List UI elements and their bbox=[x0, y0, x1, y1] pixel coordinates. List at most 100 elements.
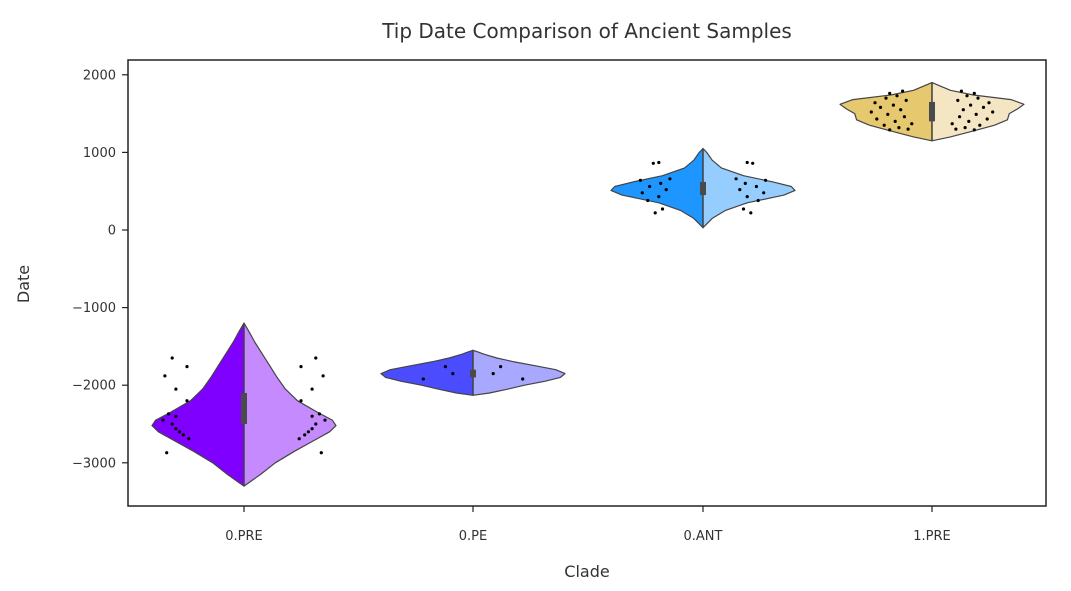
data-point bbox=[657, 195, 661, 199]
data-point bbox=[443, 365, 447, 369]
data-point bbox=[878, 105, 883, 109]
violin-right-half bbox=[702, 147, 796, 229]
data-point bbox=[170, 422, 174, 426]
y-tick-label: 1000 bbox=[83, 146, 116, 161]
y-tick-label: −1000 bbox=[72, 301, 116, 316]
y-axis: 2000 1000 0 −1000 −2000 −3000 bbox=[72, 68, 128, 471]
violin-median bbox=[241, 406, 247, 411]
plot-area bbox=[151, 82, 1025, 487]
data-point bbox=[174, 387, 178, 391]
data-point bbox=[873, 101, 877, 105]
violin-0-ant bbox=[610, 147, 796, 229]
data-point bbox=[978, 123, 982, 127]
violin-median bbox=[929, 108, 935, 113]
violin-right-half bbox=[472, 349, 566, 396]
data-point bbox=[734, 177, 738, 181]
data-point bbox=[869, 110, 873, 114]
data-point bbox=[963, 126, 967, 130]
data-point bbox=[906, 127, 910, 131]
data-point bbox=[297, 437, 301, 441]
data-point bbox=[741, 207, 746, 211]
x-tick-label: 1.PRE bbox=[913, 529, 951, 544]
data-point bbox=[991, 110, 995, 114]
violin-1-pre bbox=[839, 82, 1025, 142]
violin-0-pe bbox=[380, 349, 566, 396]
data-point bbox=[751, 161, 755, 165]
data-point bbox=[651, 161, 655, 165]
data-point bbox=[972, 128, 976, 132]
data-point bbox=[967, 119, 971, 123]
data-point bbox=[668, 177, 672, 181]
data-point bbox=[902, 115, 907, 119]
data-point bbox=[985, 117, 989, 121]
x-tick-label: 0.PE bbox=[459, 529, 487, 544]
data-point bbox=[185, 365, 189, 369]
x-tick-label: 0.ANT bbox=[684, 529, 723, 544]
data-point bbox=[178, 430, 182, 434]
data-point bbox=[958, 115, 962, 119]
data-point bbox=[299, 399, 303, 403]
data-point bbox=[314, 356, 318, 360]
data-point bbox=[893, 119, 897, 123]
violin-right-half bbox=[243, 322, 337, 487]
violin-left-half bbox=[380, 349, 474, 396]
data-point bbox=[961, 108, 965, 112]
violin-left-half bbox=[839, 82, 933, 142]
data-point bbox=[323, 418, 327, 422]
data-point bbox=[895, 94, 899, 98]
data-point bbox=[743, 181, 747, 185]
data-point bbox=[886, 112, 890, 116]
data-point bbox=[167, 412, 171, 416]
y-tick-label: −2000 bbox=[72, 379, 116, 394]
data-point bbox=[664, 188, 668, 192]
data-point bbox=[646, 198, 650, 203]
data-point bbox=[165, 451, 169, 455]
violin-left-half bbox=[151, 322, 245, 487]
plot-frame bbox=[127, 59, 1047, 507]
data-point bbox=[451, 372, 455, 376]
data-point bbox=[899, 108, 903, 112]
data-point bbox=[875, 117, 879, 121]
data-point bbox=[965, 94, 969, 98]
y-tick-label: 0 bbox=[108, 224, 116, 239]
data-point bbox=[657, 160, 661, 165]
data-point bbox=[660, 207, 665, 211]
data-point bbox=[659, 181, 663, 185]
data-point bbox=[640, 191, 644, 195]
data-point bbox=[897, 126, 901, 130]
data-point bbox=[317, 412, 321, 416]
data-point bbox=[170, 356, 174, 360]
data-point bbox=[314, 422, 318, 426]
data-point bbox=[888, 91, 892, 95]
data-point bbox=[884, 96, 888, 100]
violin-median bbox=[700, 184, 706, 189]
data-point bbox=[638, 178, 643, 182]
data-point bbox=[974, 112, 978, 116]
data-point bbox=[959, 89, 964, 93]
data-point bbox=[981, 105, 986, 109]
data-point bbox=[888, 128, 892, 132]
data-point bbox=[421, 377, 425, 381]
data-point bbox=[521, 377, 525, 381]
violin-left-half bbox=[610, 147, 704, 229]
data-point bbox=[648, 184, 652, 189]
chart-title: Tip Date Comparison of Ancient Samples bbox=[381, 19, 792, 43]
x-tick-label: 0.PRE bbox=[225, 529, 263, 544]
data-point bbox=[499, 365, 503, 369]
data-point bbox=[310, 427, 314, 431]
data-point bbox=[187, 437, 191, 441]
data-point bbox=[306, 430, 310, 434]
data-point bbox=[321, 374, 325, 378]
violin-right-half bbox=[931, 82, 1025, 142]
data-point bbox=[310, 414, 314, 418]
data-point bbox=[954, 127, 958, 131]
data-point bbox=[950, 122, 954, 126]
data-point bbox=[987, 101, 991, 105]
y-axis-title: Date bbox=[14, 265, 33, 303]
data-point bbox=[653, 211, 657, 215]
data-point bbox=[749, 211, 753, 215]
data-point bbox=[764, 178, 768, 182]
data-point bbox=[303, 433, 307, 437]
data-point bbox=[972, 91, 976, 95]
